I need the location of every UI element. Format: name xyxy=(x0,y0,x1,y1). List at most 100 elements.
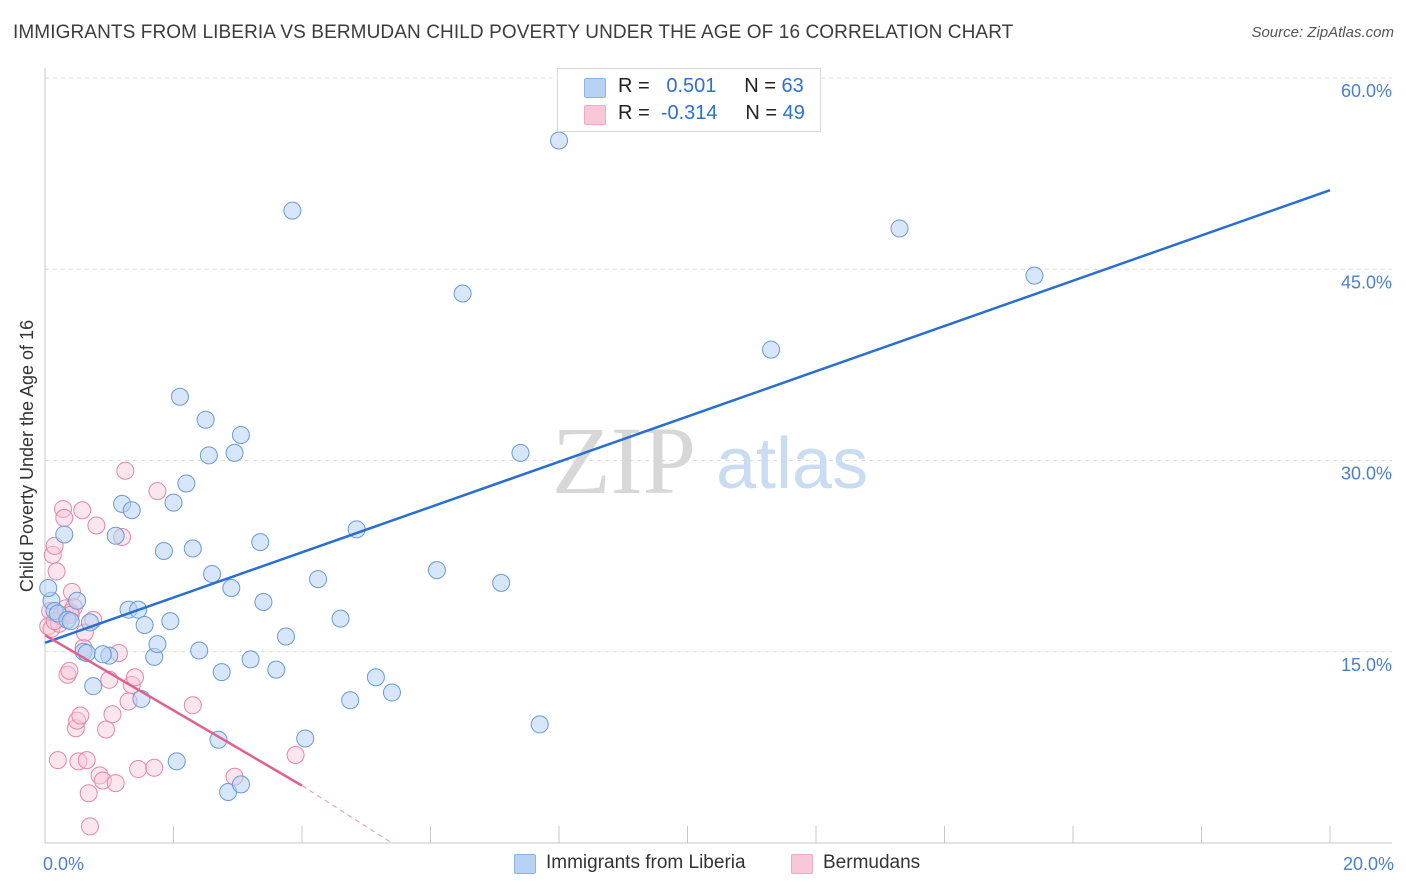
data-point xyxy=(890,219,909,238)
data-point xyxy=(79,784,98,803)
legend-r-value: 0.501 xyxy=(666,75,717,97)
data-point xyxy=(55,525,74,544)
data-point xyxy=(167,752,186,771)
data-point xyxy=(296,729,315,748)
bottom-legend-label-bermudans: Bermudans xyxy=(823,852,921,873)
data-point xyxy=(453,284,472,303)
data-point xyxy=(530,715,549,734)
x-tick-label-max: 20.0% xyxy=(1343,854,1394,874)
y-tick-label: 45.0% xyxy=(1341,272,1392,292)
y-tick-label: 60.0% xyxy=(1341,81,1392,101)
data-point xyxy=(73,501,92,520)
data-point xyxy=(61,612,80,631)
data-point xyxy=(45,536,64,555)
data-point xyxy=(161,612,180,631)
data-point xyxy=(116,461,135,480)
data-point xyxy=(309,570,328,589)
legend-r-label: R = xyxy=(618,102,650,124)
data-point xyxy=(492,573,511,592)
data-point xyxy=(148,635,167,654)
data-point xyxy=(164,493,183,512)
trendline-bermudans xyxy=(44,634,303,787)
data-point xyxy=(286,746,305,765)
data-point xyxy=(97,720,116,739)
data-point xyxy=(1025,266,1044,285)
data-point xyxy=(77,751,96,770)
data-point xyxy=(212,663,231,682)
watermark-atlas: atlas xyxy=(716,424,868,504)
data-point xyxy=(427,561,446,580)
data-point xyxy=(331,609,350,628)
data-point xyxy=(106,526,125,545)
data-point xyxy=(135,615,154,634)
chart-title: IMMIGRANTS FROM LIBERIA VS BERMUDAN CHIL… xyxy=(13,22,1014,43)
y-tick-label: 30.0% xyxy=(1341,464,1392,484)
data-point xyxy=(93,645,112,664)
data-point xyxy=(366,668,385,687)
y-axis-label: Child Poverty Under the Age of 16 xyxy=(17,320,37,592)
data-point xyxy=(154,542,173,561)
data-point xyxy=(106,774,125,793)
data-point xyxy=(129,760,148,779)
x-tick-label-min: 0.0% xyxy=(43,854,84,874)
data-point xyxy=(341,691,360,710)
watermark: ZIP atlas xyxy=(552,407,868,514)
data-point xyxy=(148,482,167,501)
data-point xyxy=(84,677,103,696)
data-point xyxy=(103,705,122,724)
data-point xyxy=(511,443,530,462)
legend-n-value: 63 xyxy=(781,75,804,97)
data-point xyxy=(68,711,87,730)
data-point xyxy=(251,533,270,552)
data-point xyxy=(170,387,189,406)
data-point xyxy=(283,201,302,220)
data-point xyxy=(231,426,250,444)
data-point xyxy=(382,683,401,702)
legend-swatch-liberia xyxy=(584,78,606,98)
data-point xyxy=(183,539,202,558)
data-point xyxy=(203,564,222,583)
data-point xyxy=(80,817,99,836)
data-point xyxy=(122,501,141,520)
legend-swatch-bermudans xyxy=(584,105,606,125)
data-point xyxy=(145,758,164,777)
source-label: Source: ZipAtlas.com xyxy=(1251,24,1394,41)
data-point xyxy=(225,443,244,462)
trendline-liberia xyxy=(44,189,1331,645)
tick-labels: 15.0% 30.0% 45.0% 60.0% 0.0% 20.0% xyxy=(43,81,1394,874)
data-point xyxy=(48,751,67,770)
data-point xyxy=(199,446,218,465)
axes xyxy=(44,68,1392,844)
watermark-zip: ZIP xyxy=(552,407,696,514)
data-point xyxy=(190,641,209,660)
data-point xyxy=(53,499,72,518)
legend-r-value: -0.314 xyxy=(660,102,718,124)
data-point xyxy=(196,410,215,429)
bottom-legend-label-liberia: Immigrants from Liberia xyxy=(546,852,746,873)
data-point xyxy=(241,650,260,669)
data-point xyxy=(87,516,106,535)
legend-n-label: N = xyxy=(745,102,778,124)
data-point xyxy=(39,579,58,597)
data-point xyxy=(254,593,273,612)
legend-n-label: N = xyxy=(744,75,776,97)
data-point xyxy=(71,706,90,725)
trendline-bermudans-extension xyxy=(301,785,393,844)
data-point xyxy=(183,696,202,715)
data-point xyxy=(177,474,196,493)
data-point xyxy=(762,340,781,359)
legend: R = 0.501 N = 63 R = -0.314 N = 49 xyxy=(557,68,821,132)
data-point xyxy=(550,131,568,150)
data-point xyxy=(267,660,286,679)
legend-n-value: 49 xyxy=(782,102,805,124)
data-point xyxy=(125,668,144,687)
data-point xyxy=(60,661,79,680)
data-point xyxy=(90,766,109,785)
data-point xyxy=(231,775,250,794)
data-point xyxy=(55,508,74,527)
bottom-legend-swatch-liberia xyxy=(514,854,536,874)
legend-r-label: R = xyxy=(618,75,650,97)
data-point xyxy=(47,562,66,581)
y-tick-label: 15.0% xyxy=(1341,655,1392,675)
